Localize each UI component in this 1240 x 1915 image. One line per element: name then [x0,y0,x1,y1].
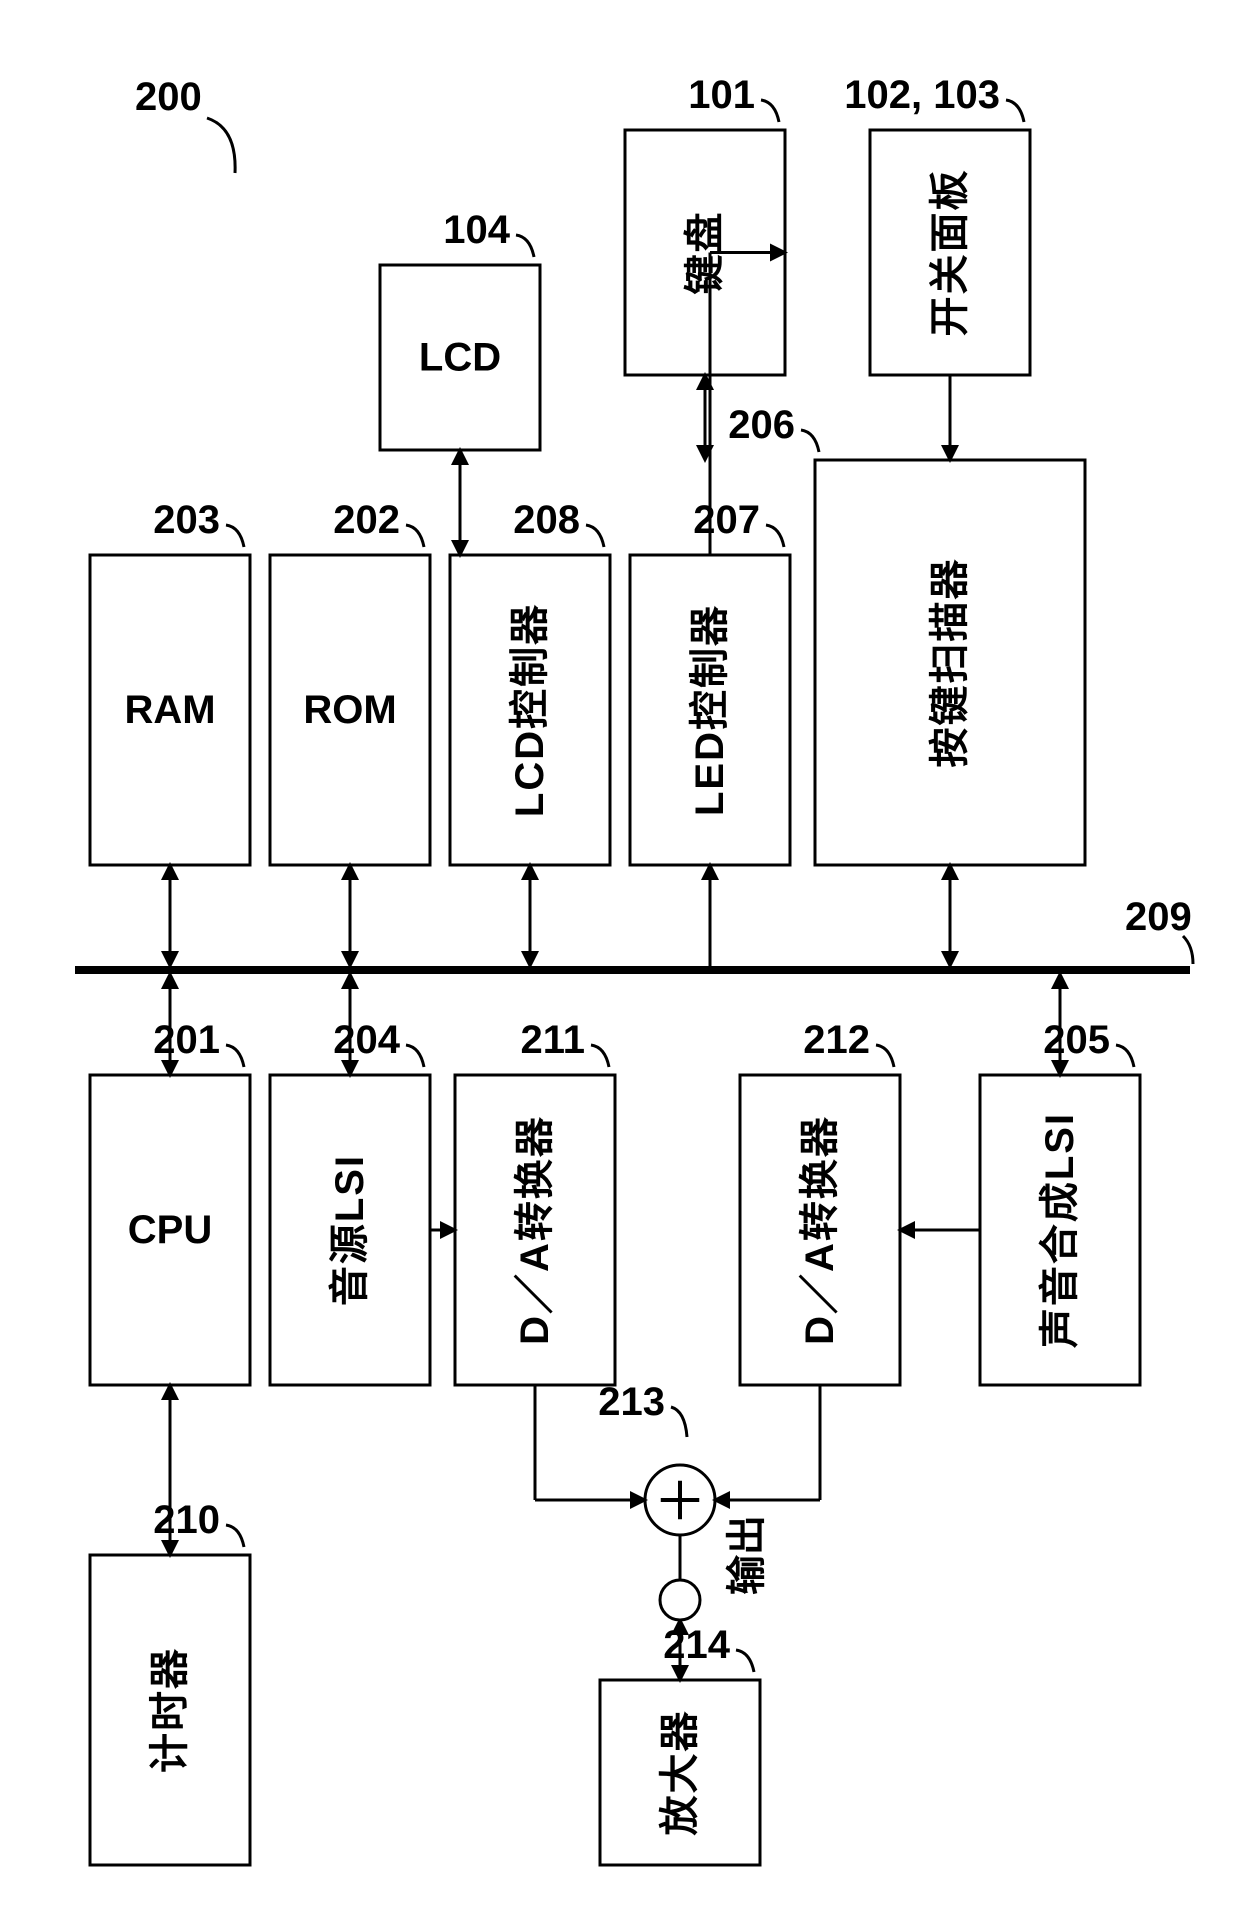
label-key_scanner: 按键扫描器 [928,558,972,768]
ref-200: 200 [135,75,202,119]
label-da1: D／A转换器 [513,1115,557,1345]
ref-209: 209 [1125,895,1192,939]
ref-amp: 214 [663,1623,730,1667]
ref-da2: 212 [803,1018,870,1062]
ref-key_scanner: 206 [728,403,795,447]
ref-rom: 202 [333,498,400,542]
label-switch_panel: 开关面板 [928,169,972,337]
ref-213: 213 [598,1380,665,1424]
ref-led_ctrl: 207 [693,498,760,542]
label-rom: ROM [303,688,396,732]
label-lcd: LCD [419,336,501,380]
output-label: 输出 [725,1515,769,1595]
ref-timer: 210 [153,1498,220,1542]
ref-voice_synth: 205 [1043,1018,1110,1062]
output-node [660,1580,700,1620]
label-da2: D／A转换器 [798,1115,842,1345]
label-led_ctrl: LED控制器 [688,604,732,816]
label-voice_synth: 声音合成LSI [1038,1112,1082,1348]
ref-ram: 203 [153,498,220,542]
label-timer: 计时器 [148,1647,192,1773]
label-amp: 放大器 [658,1710,702,1836]
label-lcd_ctrl: LCD控制器 [508,603,552,817]
label-sound_src: 音源LSI [328,1154,372,1306]
ref-cpu: 201 [153,1018,220,1062]
label-ram: RAM [124,688,215,732]
block-diagram: 209200键盘101开关面板102, 103LCD104RAM203ROM20… [0,0,1240,1915]
ref-da1: 211 [520,1018,585,1062]
label-cpu: CPU [128,1208,212,1252]
ref-keyboard: 101 [688,73,755,117]
ref-sound_src: 204 [333,1018,400,1062]
ref-lcd_ctrl: 208 [513,498,580,542]
ref-switch_panel: 102, 103 [844,73,1000,117]
ref-lcd: 104 [443,208,510,252]
